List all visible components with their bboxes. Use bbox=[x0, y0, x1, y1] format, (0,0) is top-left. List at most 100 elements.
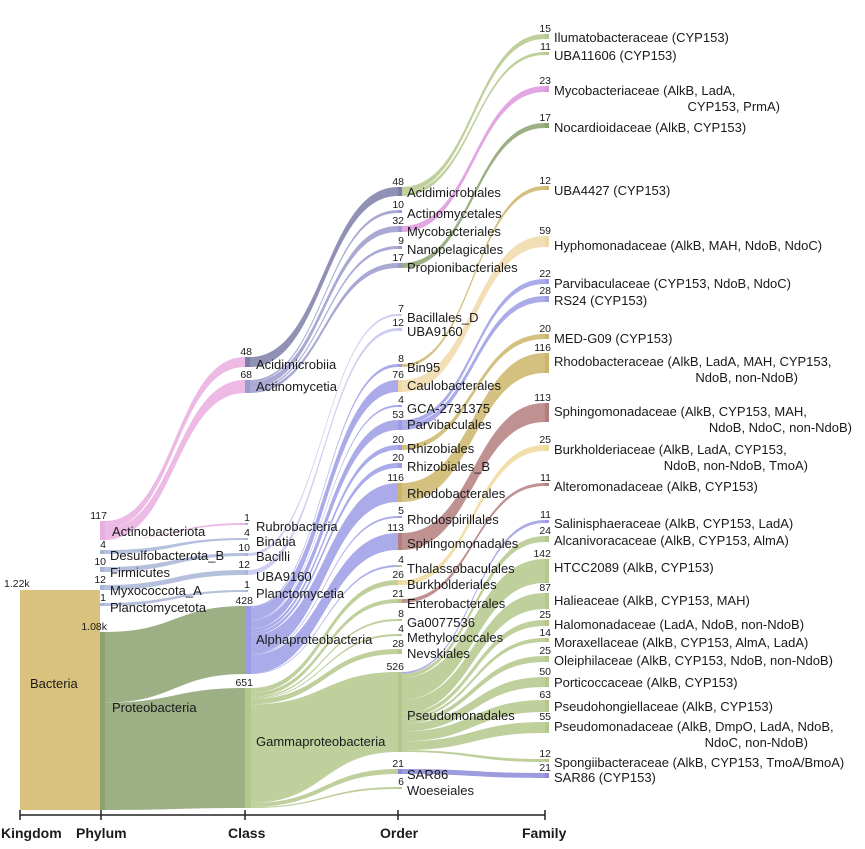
count-rs24: 28 bbox=[539, 285, 551, 297]
flow-gammaproteobacteria-to-enterobacterales bbox=[251, 599, 398, 697]
label-mycobacteriaceae-line2: CYP153, PrmA) bbox=[688, 99, 780, 114]
node-hyphomonadaceae bbox=[545, 236, 549, 247]
label-planctomycetota: Planctomycetota bbox=[110, 600, 207, 615]
node-bacteria bbox=[20, 590, 100, 810]
flow-gammaproteobacteria-to-nevskiales bbox=[251, 649, 398, 705]
node-pseudomonadales bbox=[398, 672, 402, 752]
node-sar86_f bbox=[545, 773, 549, 778]
count-thalassobaculales: 4 bbox=[398, 554, 404, 566]
flow-pseudomonadales-to-oleiphilaceae bbox=[402, 656, 545, 724]
count-nevskiales: 28 bbox=[392, 638, 404, 650]
count-htcc2089: 142 bbox=[533, 548, 551, 560]
label-acidimicrobiales: Acidimicrobiales bbox=[407, 185, 501, 200]
count-enterobacterales: 21 bbox=[392, 588, 404, 600]
flow-gammaproteobacteria-to-sar86_o bbox=[251, 769, 398, 807]
label-caulobacterales: Caulobacterales bbox=[407, 378, 501, 393]
node-rs24 bbox=[545, 296, 549, 302]
count-sar86_o: 21 bbox=[392, 758, 404, 770]
label-sar86_f: SAR86 (CYP153) bbox=[554, 770, 656, 785]
count-woeseiales: 6 bbox=[398, 776, 404, 788]
node-gca2731375 bbox=[398, 405, 402, 407]
node-uba11606 bbox=[545, 52, 549, 55]
count-nanopelagicales: 9 bbox=[398, 235, 404, 247]
node-actinobacteriota bbox=[100, 521, 105, 540]
flow-actinobacteriota-to-actinomycetia bbox=[105, 380, 245, 540]
flow-proteobacteria-to-gammaproteobacteria bbox=[105, 688, 245, 810]
count-mycobacteriales: 32 bbox=[392, 215, 404, 227]
flow-enterobacterales-to-alteromonadaceae bbox=[402, 483, 545, 603]
flow-parvibaculales-to-parvibaculaceae bbox=[402, 279, 545, 425]
label-myxococcota: Myxococcota_A bbox=[110, 583, 202, 598]
flow-pseudomonadales-to-salinisphaeraceae bbox=[402, 520, 545, 674]
node-burkholderiaceae bbox=[545, 445, 549, 451]
node-alcanivoracaceae bbox=[545, 536, 549, 542]
node-acidimicrobiales bbox=[398, 187, 402, 196]
count-uba11606: 11 bbox=[540, 41, 551, 53]
count-desulfobacterota: 4 bbox=[100, 539, 106, 551]
node-enterobacterales bbox=[398, 599, 402, 603]
count-proteobacteria: 1.08k bbox=[81, 621, 107, 633]
count-uba9160_c: 12 bbox=[238, 559, 250, 571]
count-halomonadaceae: 25 bbox=[539, 609, 551, 621]
count-burkholderiales: 26 bbox=[392, 569, 404, 581]
label-actinobacteriota: Actinobacteriota bbox=[112, 524, 206, 539]
count-sphingomonadales: 113 bbox=[387, 522, 404, 534]
count-gammaproteobacteria: 651 bbox=[235, 677, 253, 689]
label-sphingomonadaceae-line2: NdoB, NdoC, non-NdoB) bbox=[709, 420, 852, 435]
node-planctomycetota bbox=[100, 603, 104, 606]
count-spongiibacteraceae: 12 bbox=[539, 748, 551, 760]
axis-label-kingdom: Kingdom bbox=[1, 825, 62, 841]
flow-alphaproteobacteria-to-rhodobacterales bbox=[251, 483, 398, 655]
node-thalassobaculales bbox=[398, 565, 402, 567]
node-myxococcota bbox=[100, 585, 104, 590]
label-halieaceae: Halieaceae (AlkB, CYP153, MAH) bbox=[554, 593, 750, 608]
flow-gammaproteobacteria-to-ga0077536 bbox=[251, 619, 398, 699]
flow-acidimicrobiales-to-uba11606 bbox=[402, 52, 545, 196]
node-actinomycetia bbox=[245, 380, 250, 393]
label-bacteria: Bacteria bbox=[30, 676, 78, 691]
flow-uba9160_c-to-uba9160_o bbox=[248, 328, 398, 575]
label-ilumatobacteraceae: Ilumatobacteraceae (CYP153) bbox=[554, 30, 729, 45]
axis-label-class: Class bbox=[228, 825, 266, 841]
label-pseudomonadaceae-line2: NdoC, non-NdoB) bbox=[705, 735, 808, 750]
label-woeseiales: Woeseiales bbox=[407, 783, 474, 798]
node-halomonadaceae bbox=[545, 620, 549, 626]
count-rhodobacteraceae: 116 bbox=[534, 342, 551, 354]
label-mycobacteriales: Mycobacteriales bbox=[407, 224, 501, 239]
count-alphaproteobacteria: 428 bbox=[235, 595, 253, 607]
flow-gammaproteobacteria-to-woeseiales bbox=[251, 787, 398, 808]
label-burkholderiaceae-line2: NdoB, non-NdoB, TmoA) bbox=[664, 458, 808, 473]
count-gca2731375: 4 bbox=[398, 394, 404, 406]
node-gammaproteobacteria bbox=[245, 688, 251, 808]
label-proteobacteria: Proteobacteria bbox=[112, 700, 197, 715]
count-rhizobiales: 20 bbox=[392, 434, 404, 446]
label-desulfobacterota: Desulfobacterota_B bbox=[110, 548, 224, 563]
count-medg09: 20 bbox=[539, 323, 551, 335]
nodes-layer bbox=[20, 34, 549, 810]
label-actinomycetales: Actinomycetales bbox=[407, 206, 502, 221]
flow-alphaproteobacteria-to-sphingomonadales bbox=[251, 533, 398, 674]
node-htcc2089 bbox=[545, 559, 549, 583]
node-halieaceae bbox=[545, 593, 549, 609]
label-acidimicrobiia: Acidimicrobiia bbox=[256, 357, 337, 372]
node-oleiphilaceae bbox=[545, 656, 549, 662]
count-sar86_f: 21 bbox=[539, 762, 551, 774]
node-rhizobiales bbox=[398, 445, 402, 450]
count-methylococcales: 4 bbox=[398, 623, 404, 635]
node-acidimicrobiia bbox=[245, 357, 250, 367]
label-binatia: Binatia bbox=[256, 534, 297, 549]
node-uba9160_o bbox=[398, 328, 402, 331]
count-alcanivoracaceae: 24 bbox=[539, 525, 551, 537]
count-uba4427: 12 bbox=[539, 175, 551, 187]
count-firmicutes: 10 bbox=[94, 556, 106, 568]
label-rhizobiales_b: Rhizobiales_B bbox=[407, 459, 490, 474]
count-parvibaculales: 53 bbox=[392, 409, 404, 421]
label-rhodobacteraceae-line2: NdoB, non-NdoB) bbox=[695, 370, 798, 385]
node-nevskiales bbox=[398, 649, 402, 654]
label-halomonadaceae: Halomonadaceae (LadA, NdoB, non-NdoB) bbox=[554, 617, 804, 632]
axis-label-order: Order bbox=[380, 825, 419, 841]
flow-proteobacteria-to-alphaproteobacteria bbox=[105, 606, 245, 703]
node-uba9160_c bbox=[245, 570, 248, 575]
flow-actinobacteriota-to-rubrobacteria bbox=[105, 523, 245, 540]
